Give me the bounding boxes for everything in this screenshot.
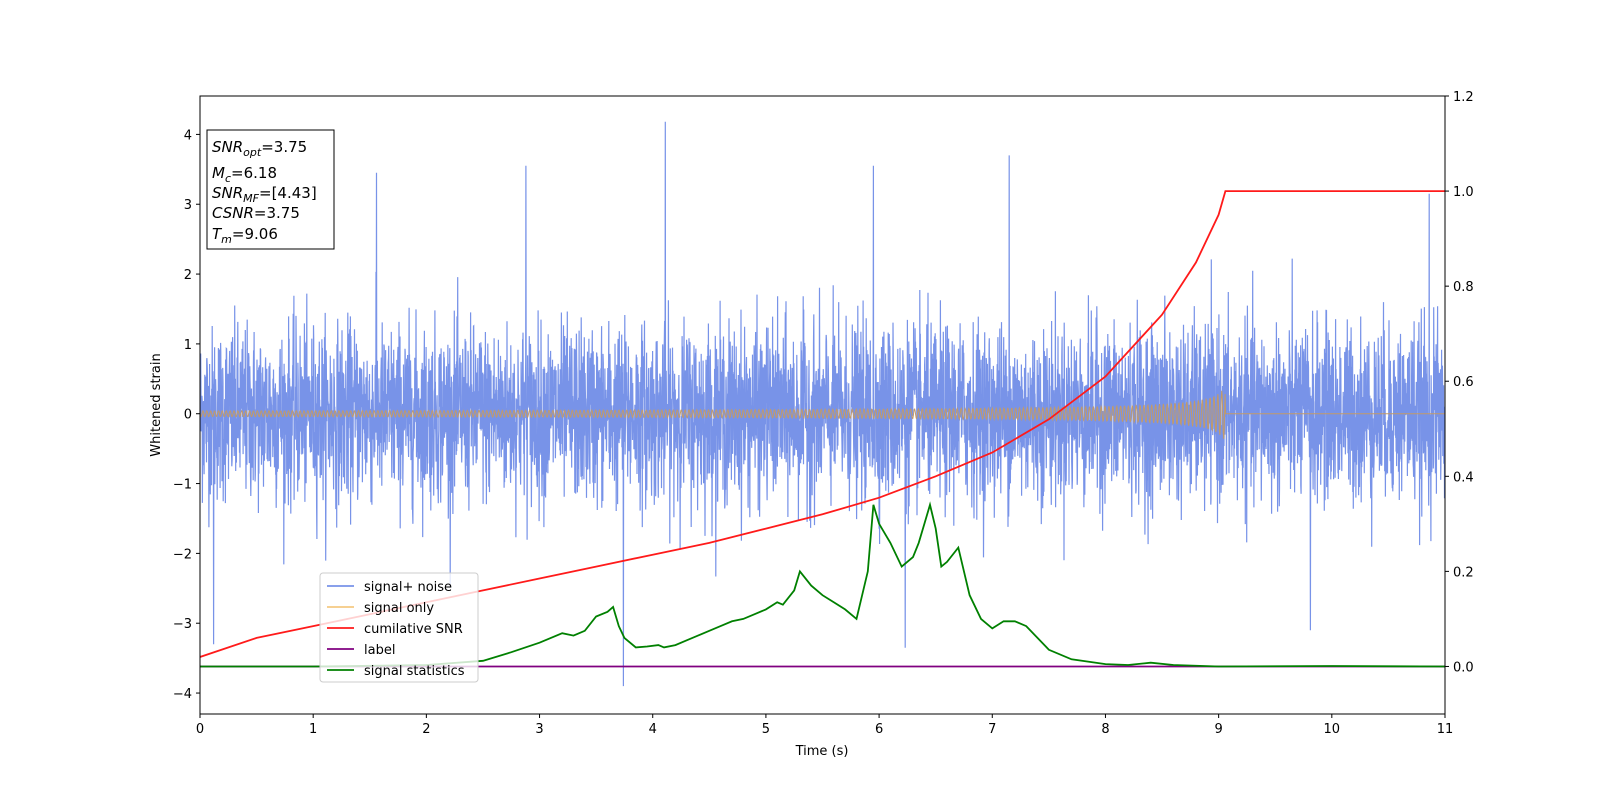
y2-axis-ticks: 0.0 0.2 0.4 0.6 0.8 1.0 1.2 [1445, 90, 1474, 675]
y2-tick-label-3: 0.6 [1453, 375, 1474, 390]
x-tick-label-2: 2 [422, 722, 430, 737]
y-tick-label-2: −2 [173, 547, 192, 562]
y2-tick-label-2: 0.4 [1453, 470, 1474, 485]
y-axis-ticks: −4 −3 −2 −1 0 1 2 3 4 [173, 128, 200, 702]
legend-box [319, 572, 479, 683]
legend: signal+ noise signal only cumilative SNR la… [319, 572, 479, 683]
y2-tick-label-5: 1.0 [1453, 185, 1474, 200]
x-tick-label-9: 9 [1214, 722, 1222, 737]
y-axis-label: Whitened strain [149, 353, 164, 456]
y-tick-label-8: 4 [184, 128, 192, 143]
y-tick-label-7: 3 [184, 198, 192, 213]
info-box: SNRopt=3.75 Mc=6.18 SNRMF=[4.43] CSNR=3.… [206, 129, 335, 250]
x-tick-label-11: 11 [1437, 722, 1454, 737]
series-signal-only [200, 390, 1445, 439]
x-axis-ticks: 0 1 2 3 4 5 6 7 8 9 10 11 [196, 714, 1453, 737]
info-snr-mf: SNRMF=[4.43] [212, 184, 317, 205]
x-tick-label-1: 1 [309, 722, 317, 737]
info-mc: Mc=6.18 [212, 164, 277, 185]
x-tick-label-10: 10 [1324, 722, 1341, 737]
x-tick-label-7: 7 [988, 722, 996, 737]
plot-frame [199, 95, 1446, 715]
y2-tick-label-6: 1.2 [1453, 90, 1474, 105]
x-tick-label-0: 0 [196, 722, 204, 737]
y-tick-label-3: −1 [173, 478, 192, 493]
legend-label-3: label [364, 643, 395, 658]
legend-label-4: signal statistics [364, 664, 465, 679]
y2-tick-label-4: 0.8 [1453, 280, 1474, 295]
x-tick-label-5: 5 [762, 722, 770, 737]
series-signal-noise [200, 121, 1445, 687]
y-tick-label-4: 0 [184, 408, 192, 423]
series-signal-statistics [200, 501, 1445, 668]
info-tm: Tm=9.06 [212, 225, 278, 246]
legend-label-2: cumilative SNR [364, 622, 463, 637]
info-snr-opt: SNRopt=3.75 [212, 138, 307, 159]
x-tick-label-6: 6 [875, 722, 883, 737]
legend-label-1: signal only [364, 601, 434, 616]
x-tick-label-4: 4 [649, 722, 657, 737]
y-tick-label-0: −4 [173, 687, 192, 702]
x-tick-label-3: 3 [535, 722, 543, 737]
y-tick-label-5: 1 [184, 338, 192, 353]
y-tick-label-6: 2 [184, 268, 192, 283]
y-tick-label-1: −3 [173, 617, 192, 632]
x-tick-label-8: 8 [1101, 722, 1109, 737]
y2-tick-label-0: 0.0 [1453, 660, 1474, 675]
info-csnr: CSNR=3.75 [212, 204, 300, 222]
y2-tick-label-1: 0.2 [1453, 565, 1474, 580]
x-axis-label: Time (s) [795, 744, 849, 759]
legend-label-0: signal+ noise [364, 580, 452, 595]
